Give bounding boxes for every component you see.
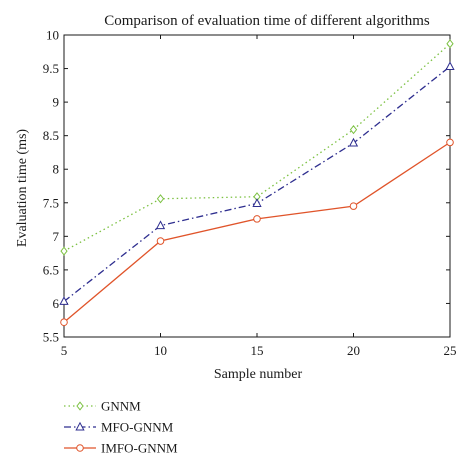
x-axis: 5 10 15 20 25 <box>61 35 457 358</box>
x-tick-label: 20 <box>347 343 360 358</box>
series-line-gnnm <box>63 43 451 252</box>
x-tick-label: 15 <box>251 343 264 358</box>
x-axis-label: Sample number <box>214 367 303 382</box>
series-layer <box>59 39 455 327</box>
data-point-imfo-gnnm <box>253 215 261 223</box>
y-tick-label: 7 <box>53 229 60 244</box>
y-tick-label: 5.5 <box>43 330 59 345</box>
series-imfo-gnnm <box>60 138 454 327</box>
data-point-imfo-gnnm <box>60 318 68 327</box>
x-tick-label: 5 <box>61 343 68 358</box>
data-point-imfo-gnnm <box>446 138 454 147</box>
y-tick-label: 9 <box>53 95 60 110</box>
legend-label: IMFO-GNNM <box>101 441 178 456</box>
data-point-mfo-gnnm <box>59 296 69 305</box>
data-point-mfo-gnnm <box>445 61 455 71</box>
legend-label: MFO-GNNM <box>101 420 174 435</box>
y-axis-label: Evaluation time (ms) <box>15 129 30 248</box>
legend: GNNM MFO-GNNM IMFO-GNNM <box>64 399 178 456</box>
series-mfo-gnnm <box>59 61 455 305</box>
data-point-gnnm <box>446 39 454 49</box>
legend-label: GNNM <box>101 399 141 414</box>
y-tick-label: 8.5 <box>43 128 59 143</box>
legend-item-gnnm: GNNM <box>64 399 141 414</box>
y-tick-label: 8 <box>53 162 60 177</box>
legend-item-mfo-gnnm: MFO-GNNM <box>64 420 174 435</box>
x-tick-label: 10 <box>154 343 167 358</box>
data-point-imfo-gnnm <box>156 237 165 245</box>
data-point-gnnm <box>349 125 358 135</box>
chart-title: Comparison of evaluation time of differe… <box>104 13 430 29</box>
y-tick-label: 10 <box>46 28 59 43</box>
data-point-imfo-gnnm <box>349 202 358 210</box>
data-point-gnnm <box>60 246 68 256</box>
y-tick-label: 6.5 <box>43 262 59 277</box>
y-tick-label: 7.5 <box>43 195 59 210</box>
series-line-mfo-gnnm <box>63 66 451 302</box>
legend-swatch-marker <box>76 444 84 452</box>
data-point-mfo-gnnm <box>252 198 262 207</box>
series-gnnm <box>60 39 454 256</box>
x-tick-label: 25 <box>444 343 457 358</box>
y-axis: 5.5 6 6.5 7 7.5 8 8.5 9 9.5 10 <box>43 28 450 345</box>
data-point-gnnm <box>156 194 165 204</box>
plot-frame <box>63 34 451 338</box>
legend-item-imfo-gnnm: IMFO-GNNM <box>64 441 178 456</box>
y-tick-label: 6 <box>53 296 60 311</box>
legend-swatch-marker <box>76 401 84 411</box>
y-tick-label: 9.5 <box>43 61 59 76</box>
data-point-mfo-gnnm <box>348 137 359 147</box>
legend-swatch-marker <box>75 421 85 431</box>
series-line-imfo-gnnm <box>63 141 451 323</box>
data-point-mfo-gnnm <box>155 220 166 230</box>
